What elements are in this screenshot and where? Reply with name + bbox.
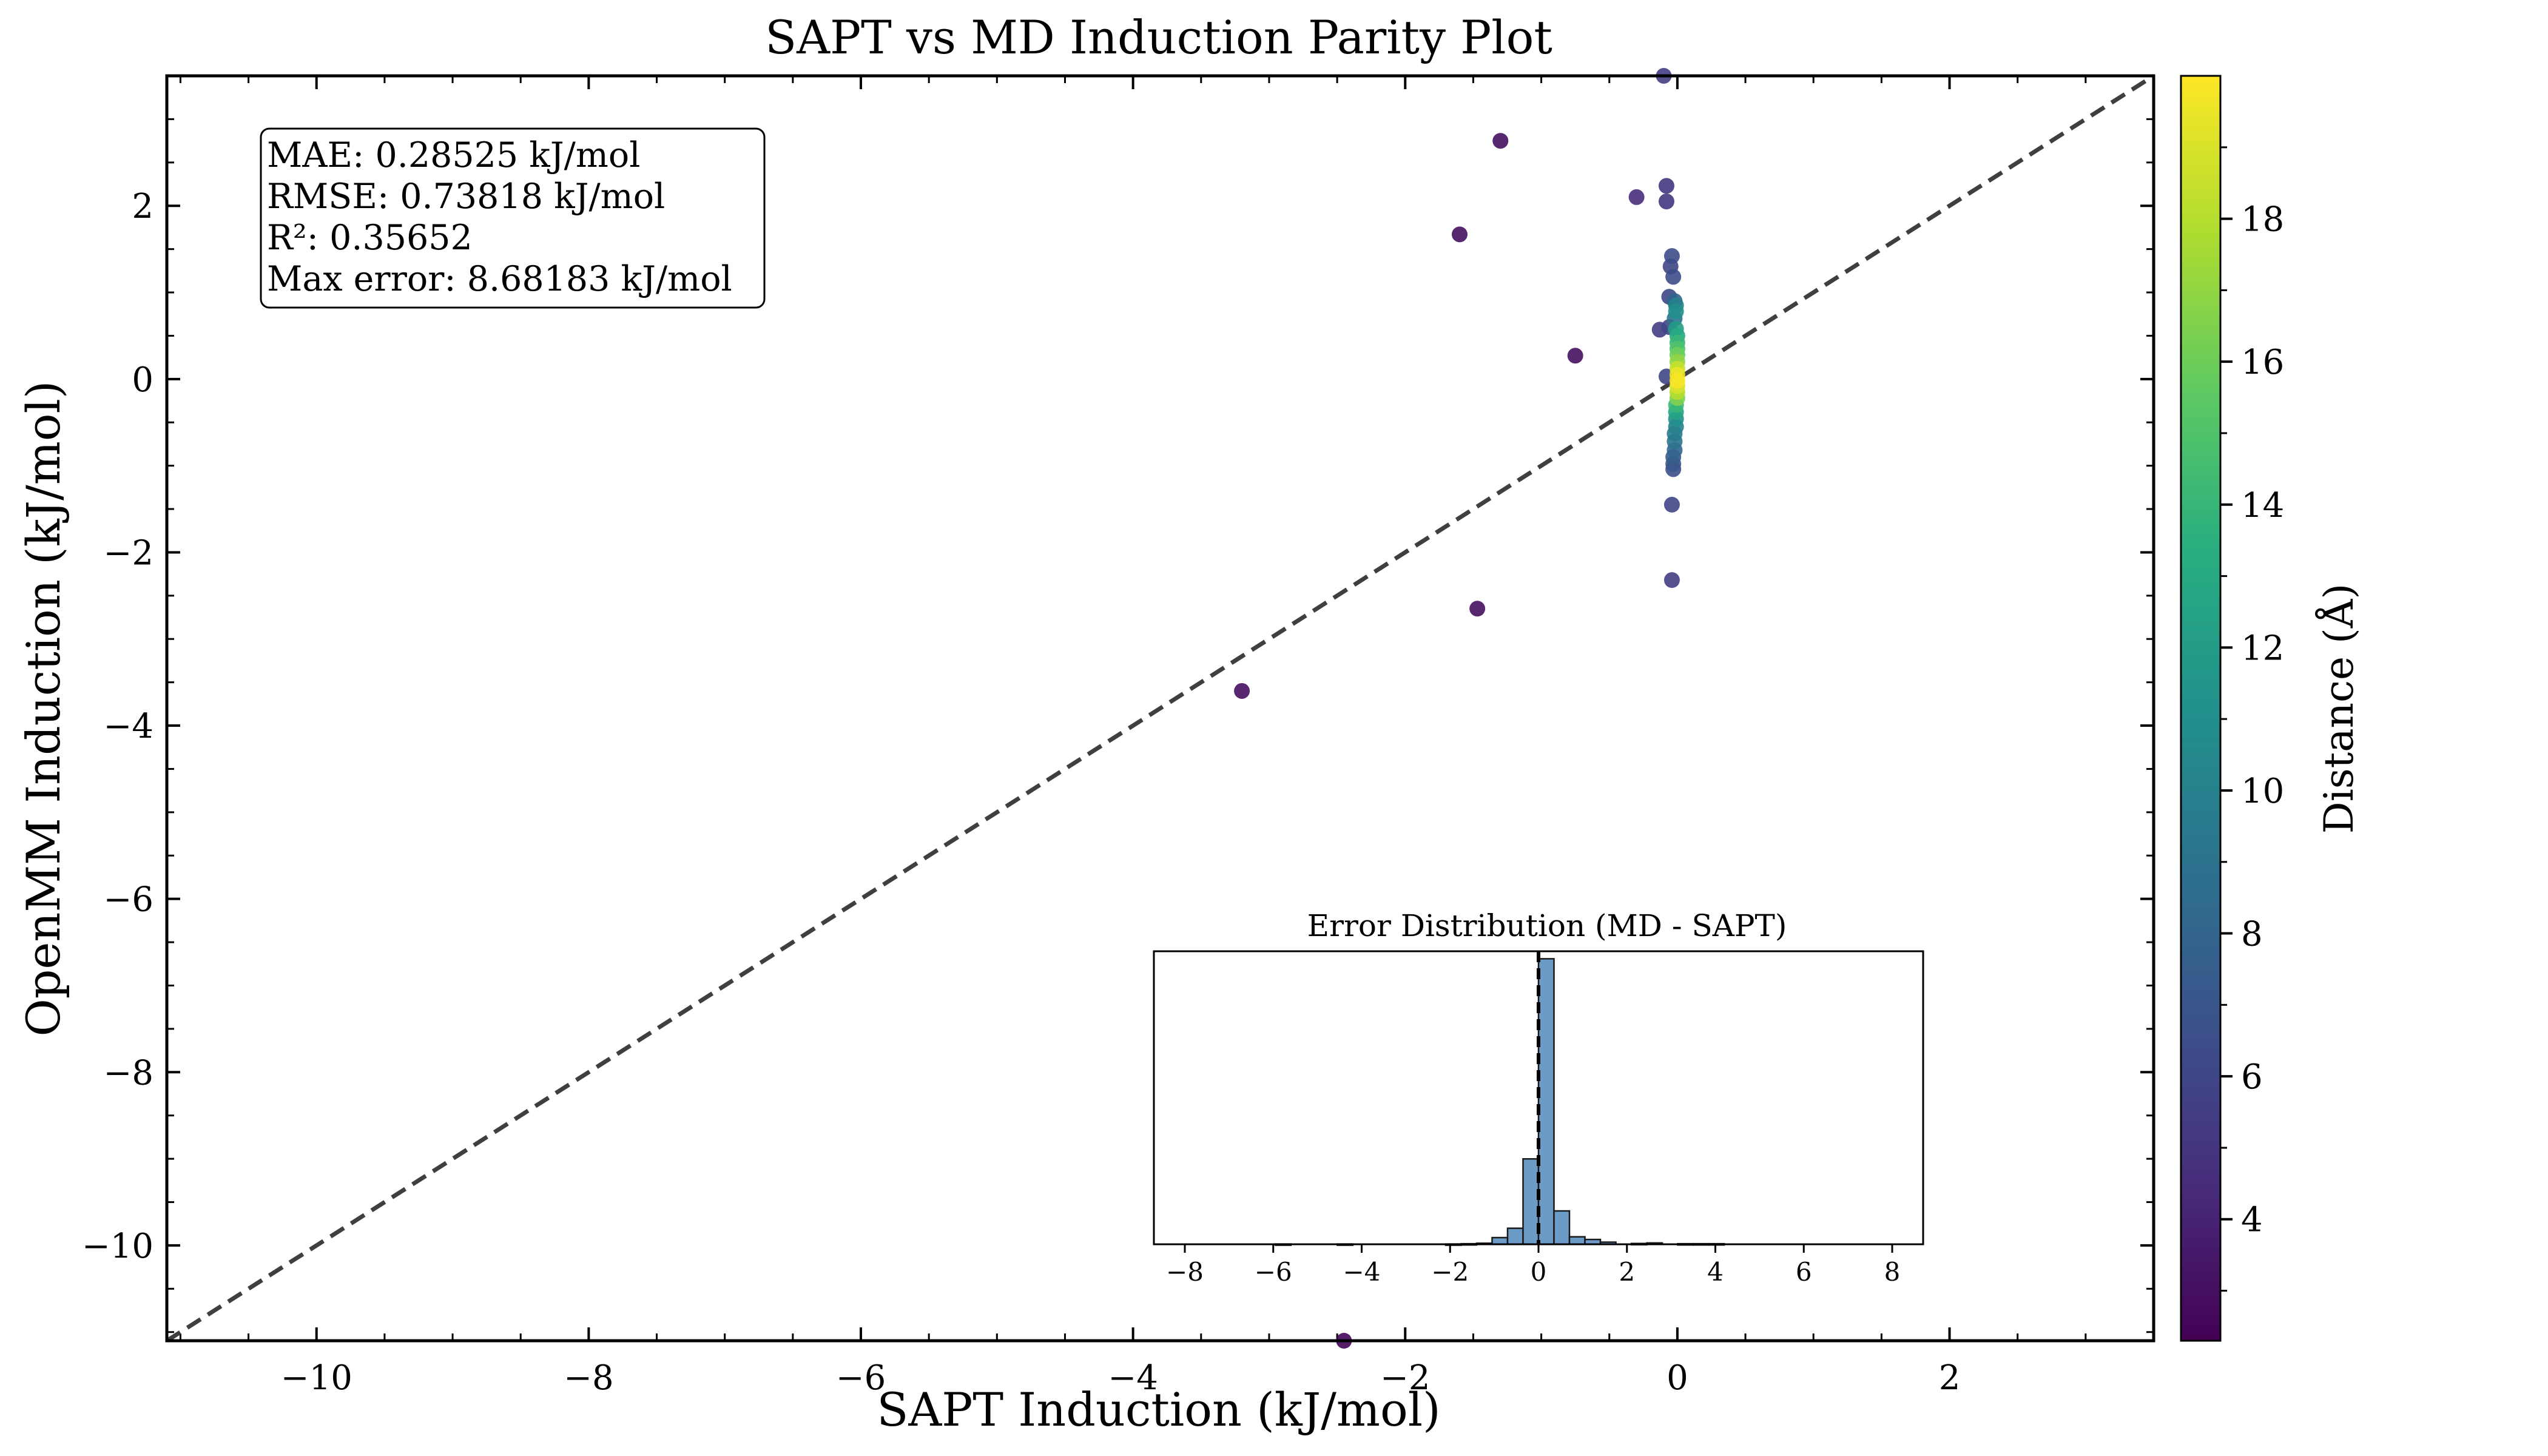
y-tick-label: −4 xyxy=(103,707,153,746)
colorbar-tick-label: 14 xyxy=(2241,486,2284,525)
stats-rmse: RMSE: 0.73818 kJ/mol xyxy=(267,177,665,217)
chart-title: SAPT vs MD Induction Parity Plot xyxy=(765,10,1552,64)
inset-x-tick-label: 2 xyxy=(1619,1257,1635,1287)
x-tick-label: −4 xyxy=(1108,1358,1158,1398)
inset-x-tick-label: 6 xyxy=(1796,1257,1812,1287)
data-point xyxy=(1451,226,1468,243)
parity-reference-line xyxy=(166,74,2155,1343)
y-axis-label: OpenMM Induction (kJ/mol) xyxy=(16,380,70,1036)
y-tick-label: −6 xyxy=(103,880,153,920)
colorbar-tick-label: 8 xyxy=(2241,915,2263,954)
inset-title: Error Distribution (MD - SAPT) xyxy=(1307,908,1787,943)
stats-max-error: Max error: 8.68183 kJ/mol xyxy=(267,259,732,299)
inset-x-tick-label: 4 xyxy=(1707,1257,1724,1287)
data-point xyxy=(1658,194,1674,210)
histogram-bar xyxy=(1522,1158,1540,1245)
colorbar: 4 6 8 10 12 14 16 18 Distance (Å) xyxy=(2180,75,2362,1342)
inset-axis-ticks: −8 −6 −4 −2 0 2 4 6 8 xyxy=(1166,1244,1900,1287)
scatter-points xyxy=(1234,68,1685,1349)
histogram-bar xyxy=(1537,958,1555,1245)
inset-x-tick-label: 8 xyxy=(1884,1257,1901,1287)
data-point xyxy=(1663,248,1680,265)
x-tick-label: 2 xyxy=(1939,1358,1961,1398)
colorbar-tick-label: 4 xyxy=(2241,1201,2263,1240)
stats-box-frame xyxy=(260,127,766,309)
main-plot-frame xyxy=(165,74,2155,1343)
histogram-bar xyxy=(1568,1236,1586,1245)
x-tick-label: −8 xyxy=(564,1358,614,1398)
histogram-bar xyxy=(1491,1236,1509,1245)
colorbar-tick-label: 12 xyxy=(2241,629,2284,668)
data-point xyxy=(1492,133,1509,149)
error-distribution-inset: Error Distribution (MD - SAPT) −8 −6 −4 −2 0… xyxy=(1153,908,1924,1287)
inset-x-tick-label: −2 xyxy=(1431,1257,1469,1287)
y-tick-label: −10 xyxy=(82,1227,153,1266)
data-point xyxy=(1469,601,1486,617)
data-point xyxy=(1658,178,1674,194)
main-tick-labels: −10 −8 −6 −4 −2 0 2 −10 −8 −6 −4 −2 0 2 xyxy=(82,187,1961,1398)
y-tick-label: 2 xyxy=(132,187,153,226)
stats-mae: MAE: 0.28525 kJ/mol xyxy=(267,135,640,175)
colorbar-gradient xyxy=(2180,75,2222,1342)
data-point xyxy=(1567,348,1583,364)
data-point xyxy=(1668,303,1684,320)
inset-x-tick-label: −8 xyxy=(1166,1257,1204,1287)
data-point xyxy=(1663,572,1680,588)
data-point xyxy=(1234,682,1250,699)
stats-r2: R²: 0.35652 xyxy=(267,218,473,258)
colorbar-tick-label: 6 xyxy=(2241,1057,2263,1097)
x-tick-label: −10 xyxy=(281,1358,352,1398)
data-point xyxy=(1669,372,1685,389)
colorbar-ticks: 4 6 8 10 12 14 16 18 xyxy=(2220,146,2284,1292)
colorbar-tick-label: 18 xyxy=(2241,200,2284,240)
colorbar-tick-label: 16 xyxy=(2241,343,2284,382)
x-tick-label: 0 xyxy=(1667,1358,1688,1398)
main-plot-area: −10 −8 −6 −4 −2 0 2 −10 −8 −6 −4 −2 0 2 xyxy=(82,68,2155,1398)
inset-x-tick-label: −4 xyxy=(1343,1257,1381,1287)
x-tick-label: −2 xyxy=(1380,1358,1431,1398)
y-tick-label: −8 xyxy=(103,1053,153,1093)
colorbar-tick-label: 10 xyxy=(2241,772,2284,811)
data-point xyxy=(1628,189,1645,205)
x-axis-label: SAPT Induction (kJ/mol) xyxy=(877,1383,1440,1437)
inset-x-tick-label: 0 xyxy=(1531,1257,1547,1287)
histogram-bar xyxy=(1506,1227,1524,1245)
data-point xyxy=(1663,496,1680,513)
histogram-bar xyxy=(1553,1210,1571,1245)
inset-x-tick-label: −6 xyxy=(1255,1257,1292,1287)
y-tick-label: 0 xyxy=(132,360,153,400)
data-point xyxy=(1665,269,1682,285)
x-tick-label: −6 xyxy=(836,1358,886,1398)
colorbar-label: Distance (Å) xyxy=(2316,584,2362,834)
stats-box: MAE: 0.28525 kJ/mol RMSE: 0.73818 kJ/mol… xyxy=(260,127,766,309)
y-tick-label: −2 xyxy=(103,533,153,573)
